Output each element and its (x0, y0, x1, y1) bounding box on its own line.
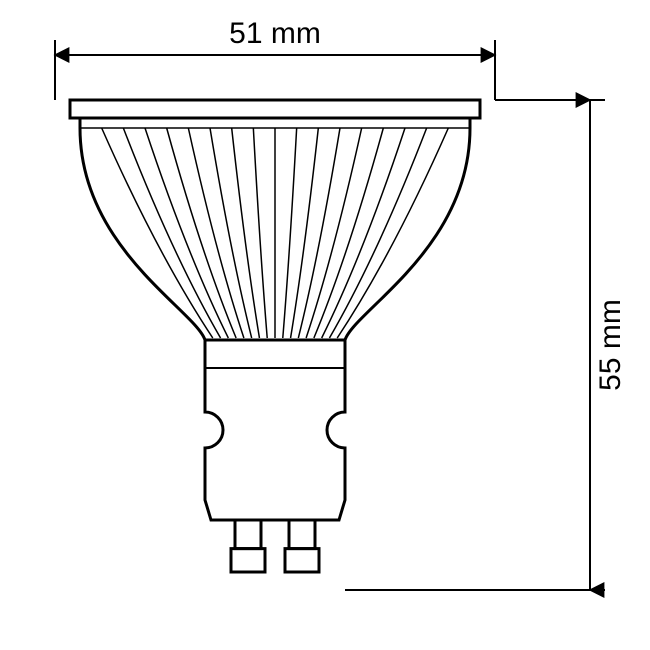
bulb-flute (123, 128, 220, 338)
bulb-pin-shaft (289, 520, 315, 549)
bulb-flute (329, 128, 426, 338)
bulb-pin-foot (231, 549, 265, 572)
dimension-width-label: 51 mm (229, 17, 321, 50)
dimension-height-label: 55 mm (594, 299, 627, 391)
bulb-flute (283, 128, 297, 338)
bulb-pin-shaft (235, 520, 261, 549)
bulb-rim (70, 100, 480, 118)
bulb-diagram (70, 100, 480, 572)
bulb-flute (298, 128, 340, 338)
bulb-flute (253, 128, 267, 338)
bulb-pin-foot (285, 549, 319, 572)
bulb-flute (210, 128, 252, 338)
